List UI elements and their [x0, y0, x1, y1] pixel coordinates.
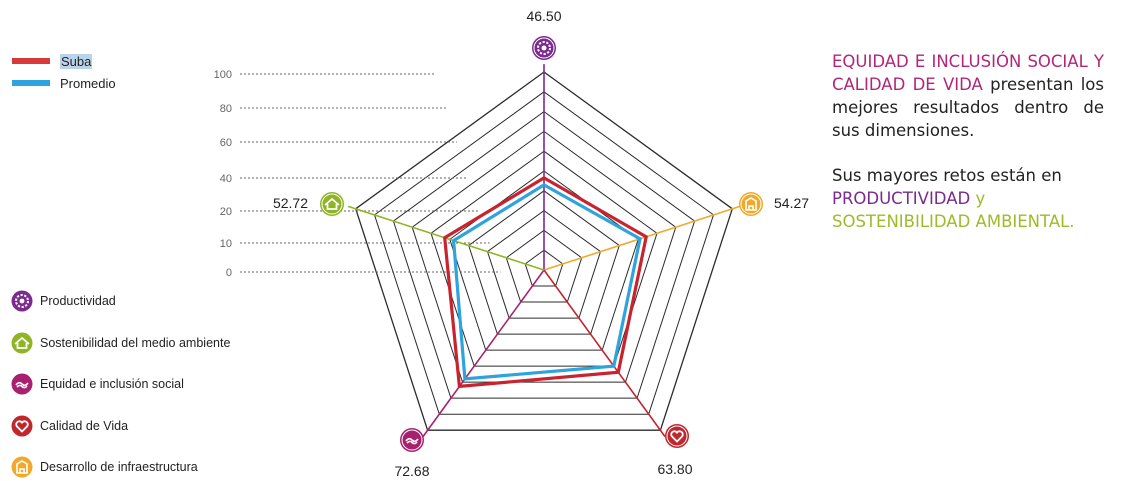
- scale-tick-label: 100: [214, 69, 232, 81]
- legend-dim-label: Sostenibilidad del medio ambiente: [40, 335, 231, 350]
- scale-tick-label: 60: [220, 137, 232, 149]
- sostenibilidad-axis-icon: [320, 192, 344, 216]
- scale-tick-label: 40: [220, 173, 232, 185]
- grid-ring: [411, 130, 677, 383]
- dimension-legend: Productividad Sostenibilidad del medio a…: [10, 289, 230, 479]
- grid-ring: [430, 150, 658, 367]
- summary-paragraph-1: EQUIDAD E INCLUSIÓN SOCIAL Y CALIDAD DE …: [832, 50, 1104, 142]
- grid-ring: [505, 229, 583, 303]
- legend-item-promedio: Promedio: [12, 72, 116, 94]
- series-promedio: [451, 183, 642, 381]
- summary-p2-and: y: [975, 189, 986, 208]
- highlight-equidad-calidad: EQUIDAD E INCLUSIÓN SOCIAL Y CALIDAD DE …: [832, 52, 1104, 94]
- sostenibilidad-icon: [11, 332, 33, 353]
- summary-p1-rest: presentan los mejores resultados dentro …: [832, 75, 1104, 140]
- infraestructura-icon: [11, 456, 33, 478]
- legend-item-suba: Suba: [12, 50, 116, 72]
- legend-dim-equidad: Equidad e inclusión social: [10, 372, 230, 396]
- legend-dim-calidad-de-vida: Calidad de Vida: [10, 414, 230, 438]
- legend-label-suba: Suba: [60, 53, 93, 69]
- infraestructura-axis-icon: [739, 192, 763, 216]
- grid-ring: [392, 110, 696, 399]
- legend-dim-label: Equidad e inclusión social: [40, 377, 184, 391]
- axis-infraestructura: [543, 205, 741, 271]
- legend-dim-label: Calidad de Vida: [40, 418, 129, 433]
- summary-paragraph-2: Sus mayores retos están en PRODUCTIVIDAD …: [832, 164, 1104, 233]
- infraestructura-value-label: 54.27: [774, 195, 809, 211]
- calidad-value-label: 63.80: [657, 461, 692, 477]
- calidad-de-vida-icon: [11, 415, 33, 436]
- legend-dim-infraestructura: Desarrollo de infraestructura: [10, 455, 230, 479]
- legend-dim-sostenibilidad: Sostenibilidad del medio ambiente: [10, 331, 230, 355]
- grid-ring: [486, 209, 602, 319]
- legend-dim-label: Productividad: [40, 294, 116, 308]
- scale-tick-label: 20: [220, 206, 232, 218]
- legend-dim-label: Desarrollo de infraestructura: [40, 460, 198, 474]
- scale-tick-label: 0: [226, 267, 232, 279]
- grid-ring: [373, 91, 715, 415]
- grid-ring: [468, 190, 620, 335]
- grid-ring: [524, 249, 564, 287]
- equidad-value-label: 72.68: [394, 463, 429, 479]
- legend-label-promedio: Promedio: [60, 75, 116, 91]
- summary-text: EQUIDAD E INCLUSIÓN SOCIAL Y CALIDAD DE …: [832, 50, 1104, 233]
- productividad-axis-icon: [532, 36, 556, 60]
- axis-calidad: [543, 269, 666, 438]
- highlight-productividad: PRODUCTIVIDAD: [832, 189, 971, 208]
- equidad-axis-icon: [400, 428, 424, 452]
- scale-tick-label: 80: [220, 103, 232, 115]
- legend-swatch-promedio: [12, 80, 50, 86]
- scale-tick-label: 10: [220, 238, 232, 250]
- sostenibilidad-value-label: 52.72: [273, 195, 308, 211]
- axis-equidad: [422, 269, 545, 438]
- series-legend: Suba Promedio: [12, 50, 116, 94]
- productividad-value-label: 46.50: [526, 8, 561, 24]
- summary-p2-start: Sus mayores retos están en: [832, 166, 1062, 185]
- grid-ring: [354, 71, 734, 431]
- equidad-icon: [11, 373, 33, 395]
- highlight-sostenibilidad: SOSTENIBILIDAD AMBIENTAL.: [832, 212, 1075, 231]
- legend-dim-productividad: Productividad: [10, 289, 230, 313]
- legend-swatch-suba: [12, 58, 50, 64]
- productividad-icon: [11, 290, 33, 312]
- series-suba: [443, 176, 649, 389]
- calidad-axis-icon: [665, 424, 689, 448]
